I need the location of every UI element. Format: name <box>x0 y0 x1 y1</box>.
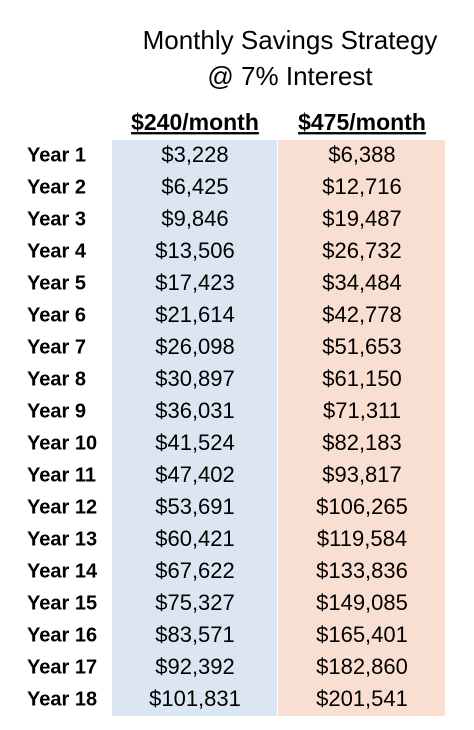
cell-value: $19,487 <box>322 206 402 231</box>
cell-value: $149,085 <box>316 590 408 615</box>
row-label: Year 7 <box>27 336 86 358</box>
cell-value: $42,778 <box>322 302 402 327</box>
cell-value: $119,584 <box>317 526 407 551</box>
cell-value: $61,150 <box>322 366 402 391</box>
row-label: Year 1 <box>27 144 86 166</box>
column-bg-475 <box>278 140 445 716</box>
row-label: Year 11 <box>27 464 96 486</box>
column-bg-240 <box>112 140 277 716</box>
cell-value: $71,311 <box>323 398 401 423</box>
cell-value: $36,031 <box>155 398 235 423</box>
cell-value: $51,653 <box>322 334 402 359</box>
row-label: Year 14 <box>27 560 98 582</box>
cell-value: $9,846 <box>161 206 228 231</box>
row-label: Year 9 <box>27 400 86 422</box>
cell-value: $75,327 <box>155 590 235 615</box>
cell-value: $92,392 <box>155 654 235 679</box>
row-label: Year 8 <box>27 368 86 390</box>
cell-value: $6,425 <box>161 174 228 199</box>
cell-value: $133,836 <box>316 558 408 583</box>
title-line: Monthly Savings Strategy <box>143 25 438 55</box>
row-label: Year 6 <box>27 304 86 326</box>
row-label: Year 3 <box>27 208 86 230</box>
column-header: $475/month <box>298 109 426 135</box>
title-line: @ 7% Interest <box>207 61 373 91</box>
cell-value: $13,506 <box>155 238 235 263</box>
row-label: Year 5 <box>27 272 86 294</box>
cell-value: $201,541 <box>316 686 408 711</box>
cell-value: $82,183 <box>322 430 402 455</box>
row-label: Year 13 <box>27 528 97 550</box>
cell-value: $41,524 <box>155 430 235 455</box>
cell-value: $6,388 <box>328 142 395 167</box>
row-label: Year 4 <box>27 240 87 262</box>
cell-value: $93,817 <box>322 462 402 487</box>
cell-value: $17,423 <box>155 270 235 295</box>
row-label: Year 16 <box>27 624 97 646</box>
cell-value: $165,401 <box>316 622 408 647</box>
row-label: Year 10 <box>27 432 97 454</box>
cell-value: $47,402 <box>155 462 235 487</box>
cell-value: $67,622 <box>155 558 235 583</box>
cell-value: $83,571 <box>155 622 235 647</box>
row-label: Year 18 <box>27 688 97 710</box>
cell-value: $26,098 <box>155 334 235 359</box>
cell-value: $60,421 <box>155 526 235 551</box>
cell-value: $106,265 <box>316 494 408 519</box>
row-label: Year 2 <box>27 176 86 198</box>
cell-value: $101,831 <box>149 686 241 711</box>
cell-value: $34,484 <box>322 270 402 295</box>
cell-value: $12,716 <box>322 174 402 199</box>
cell-value: $21,614 <box>155 302 235 327</box>
cell-value: $53,691 <box>155 494 235 519</box>
cell-value: $3,228 <box>161 142 228 167</box>
cell-value: $30,897 <box>155 366 235 391</box>
column-header: $240/month <box>131 109 259 135</box>
cell-value: $26,732 <box>322 238 402 263</box>
row-label: Year 12 <box>27 496 97 518</box>
row-label: Year 17 <box>27 656 97 678</box>
cell-value: $182,860 <box>316 654 408 679</box>
row-label: Year 15 <box>27 592 97 614</box>
